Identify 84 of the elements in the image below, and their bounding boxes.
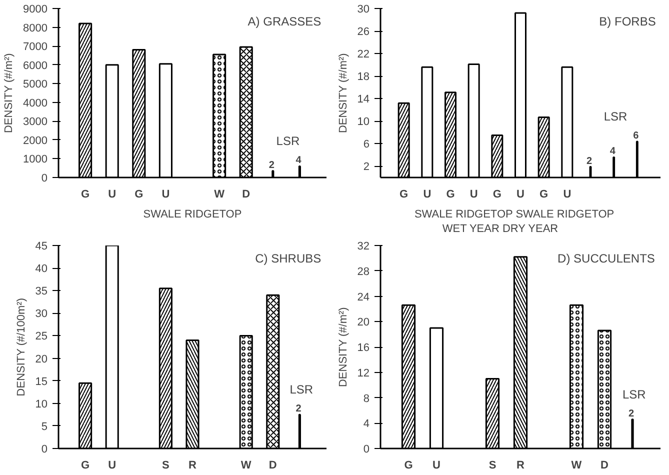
y-axis-title: DENSITY (#/m²) — [337, 307, 350, 388]
y-tick-label: 18 — [357, 71, 370, 84]
y-tick-label: 24 — [357, 291, 370, 304]
text: A) GRASSES — [248, 14, 322, 28]
y-tick-label: 30 — [35, 308, 48, 320]
y-tick-label: 28 — [357, 266, 370, 278]
y-tick-label: 5 — [41, 420, 48, 433]
x-tick-label: G — [81, 188, 90, 200]
y-tick-label: 7000 — [23, 41, 48, 54]
text: D) SUCCULENTS — [558, 252, 655, 266]
x-tick-label: U — [563, 188, 572, 200]
y-tick-label: 0 — [41, 172, 48, 184]
x-tick-label: D — [268, 460, 277, 472]
text: C) SHRUBS — [255, 252, 322, 266]
y-tick-label: 0 — [363, 444, 370, 456]
y-tick-label: 40 — [35, 263, 48, 276]
x-axis-title: SWALE RIDGETOP — [143, 208, 242, 220]
x-tick-label: U — [108, 460, 116, 472]
y-tick-label: 30 — [357, 4, 370, 16]
y-tick-label: 9000 — [23, 4, 48, 16]
y-tick-label: 5000 — [23, 78, 48, 91]
y-axis-title: DENSITY (#/m²) — [337, 53, 350, 134]
y-tick-label: 8 — [363, 392, 370, 405]
annotation: 2 — [628, 408, 634, 420]
x-tick-label: U — [432, 460, 441, 472]
x-tick-label: U — [108, 188, 116, 200]
annotation: LSR — [290, 382, 314, 397]
x-tick-label: G — [134, 188, 144, 200]
y-tick-label: 20 — [357, 316, 370, 329]
y-tick-label: 10 — [35, 398, 48, 410]
annotation: LSR — [276, 134, 300, 148]
y-tick-label: 45 — [35, 240, 48, 252]
y-axis-title: DENSITY (#/m²) — [3, 53, 16, 134]
x-axis-title: SWALE RIDGETOP SWALE RIDGETOP WET YEAR DRY YEAR — [414, 208, 614, 235]
x-tick-label: R — [188, 460, 197, 472]
x-tick-label: D — [242, 188, 250, 200]
y-tick-label: 4000 — [23, 97, 48, 110]
x-tick-label: G — [446, 188, 455, 200]
y-tick-label: 2000 — [23, 134, 48, 147]
y-tick-label: 12 — [357, 367, 370, 380]
y-tick-label: 16 — [357, 342, 370, 354]
y-tick-label: 6000 — [23, 60, 48, 72]
y-tick-label: 4 — [363, 418, 370, 430]
x-tick-label: G — [400, 188, 408, 200]
x-tick-label: G — [492, 188, 502, 200]
annotation: LSR — [622, 387, 646, 402]
y-tick-label: 14 — [357, 94, 370, 106]
y-tick-label: 8000 — [23, 22, 48, 34]
annotation: 2 — [586, 156, 592, 167]
annotation: LSR — [604, 109, 628, 124]
y-tick-label: 20 — [35, 353, 48, 366]
x-tick-label: U — [162, 188, 170, 200]
y-tick-label: 2 — [363, 161, 370, 174]
y-tick-label: 35 — [35, 286, 48, 298]
y-tick-label: 25 — [35, 330, 48, 343]
x-tick-label: U — [470, 188, 478, 200]
y-tick-label: 10 — [357, 116, 370, 128]
y-tick-label: 3000 — [23, 116, 48, 128]
annotation: 4 — [610, 146, 616, 158]
annotation: 2 — [296, 404, 302, 415]
annotation: 6 — [633, 130, 640, 142]
y-tick-label: 0 — [41, 444, 48, 456]
y-tick-label: 6 — [363, 138, 370, 151]
x-tick-label: W — [214, 188, 226, 200]
x-tick-label: S — [162, 460, 170, 472]
y-tick-label: 26 — [357, 26, 370, 38]
x-tick-label: S — [488, 460, 496, 472]
x-tick-label: R — [516, 460, 525, 472]
x-tick-label: W — [240, 460, 252, 472]
y-tick-label: 22 — [357, 48, 370, 61]
annotation: 4 — [296, 155, 302, 166]
x-tick-label: U — [516, 188, 525, 200]
x-tick-label: G — [404, 460, 413, 472]
x-tick-label: U — [423, 188, 432, 200]
text: B) FORBS — [599, 14, 656, 28]
x-tick-label: G — [540, 188, 548, 200]
y-tick-label: 15 — [35, 376, 48, 388]
y-tick-label: 1000 — [23, 154, 48, 166]
x-tick-label: D — [600, 460, 609, 472]
y-tick-label: 32 — [357, 240, 370, 252]
annotation: 2 — [268, 160, 275, 171]
x-tick-label: W — [571, 460, 582, 472]
y-axis-title: DENSITY (#/100m²) — [15, 298, 28, 396]
x-tick-label: G — [81, 460, 90, 472]
